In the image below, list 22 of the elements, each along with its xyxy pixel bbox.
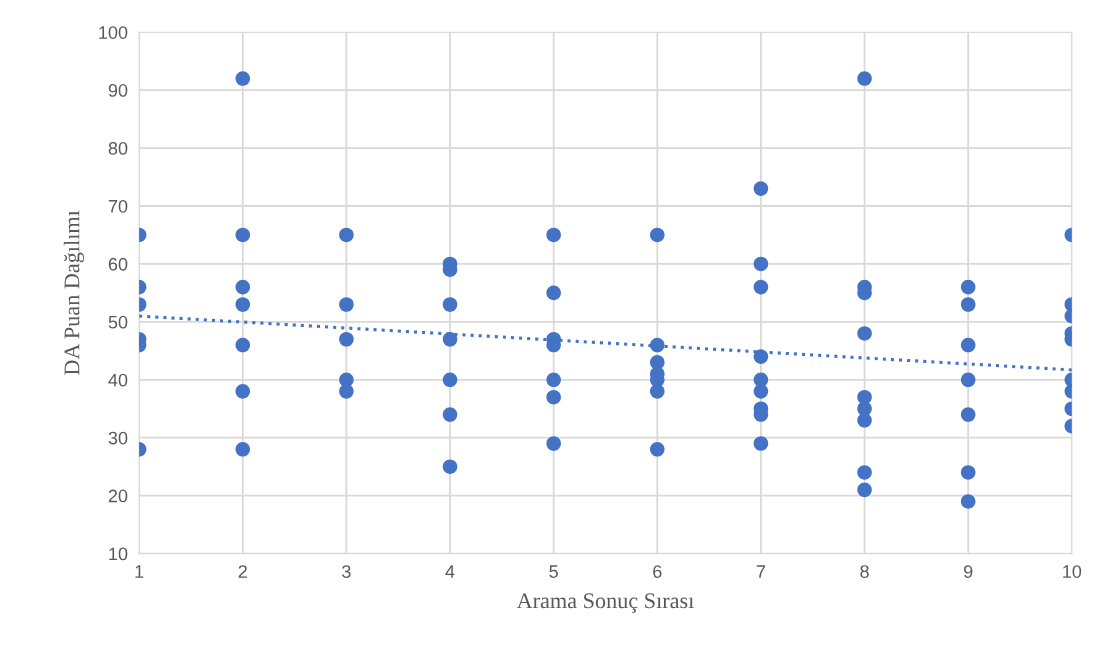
x-tick-label: 9 (964, 565, 973, 578)
x-tick-label: 3 (342, 565, 351, 578)
x-tick-label: 8 (860, 565, 869, 578)
y-tick-label: 80 (108, 142, 128, 155)
x-tick-label: 10 (1063, 565, 1082, 578)
y-tick-label: 90 (108, 84, 128, 97)
x-tick-label: 1 (135, 565, 144, 578)
x-tick-label: 5 (549, 565, 558, 578)
y-tick-label: 30 (108, 431, 128, 445)
y-axis-title: DA Puan Dağılımı (63, 210, 84, 375)
y-tick-label: 40 (108, 373, 128, 387)
y-tick-label: 10 (109, 547, 128, 561)
x-tick-label: 7 (756, 565, 766, 578)
y-tick-label: 50 (108, 315, 128, 329)
y-tick-label: 20 (108, 489, 128, 503)
x-tick-label: 4 (445, 565, 455, 578)
y-tick-label: 100 (99, 26, 128, 39)
y-tick-label: 70 (108, 199, 128, 213)
x-tick-label: 6 (653, 565, 662, 578)
x-tick-label: 2 (238, 565, 247, 578)
x-axis-title: Arama Sonuç Sırası (516, 593, 694, 613)
y-tick-label: 60 (108, 257, 128, 271)
